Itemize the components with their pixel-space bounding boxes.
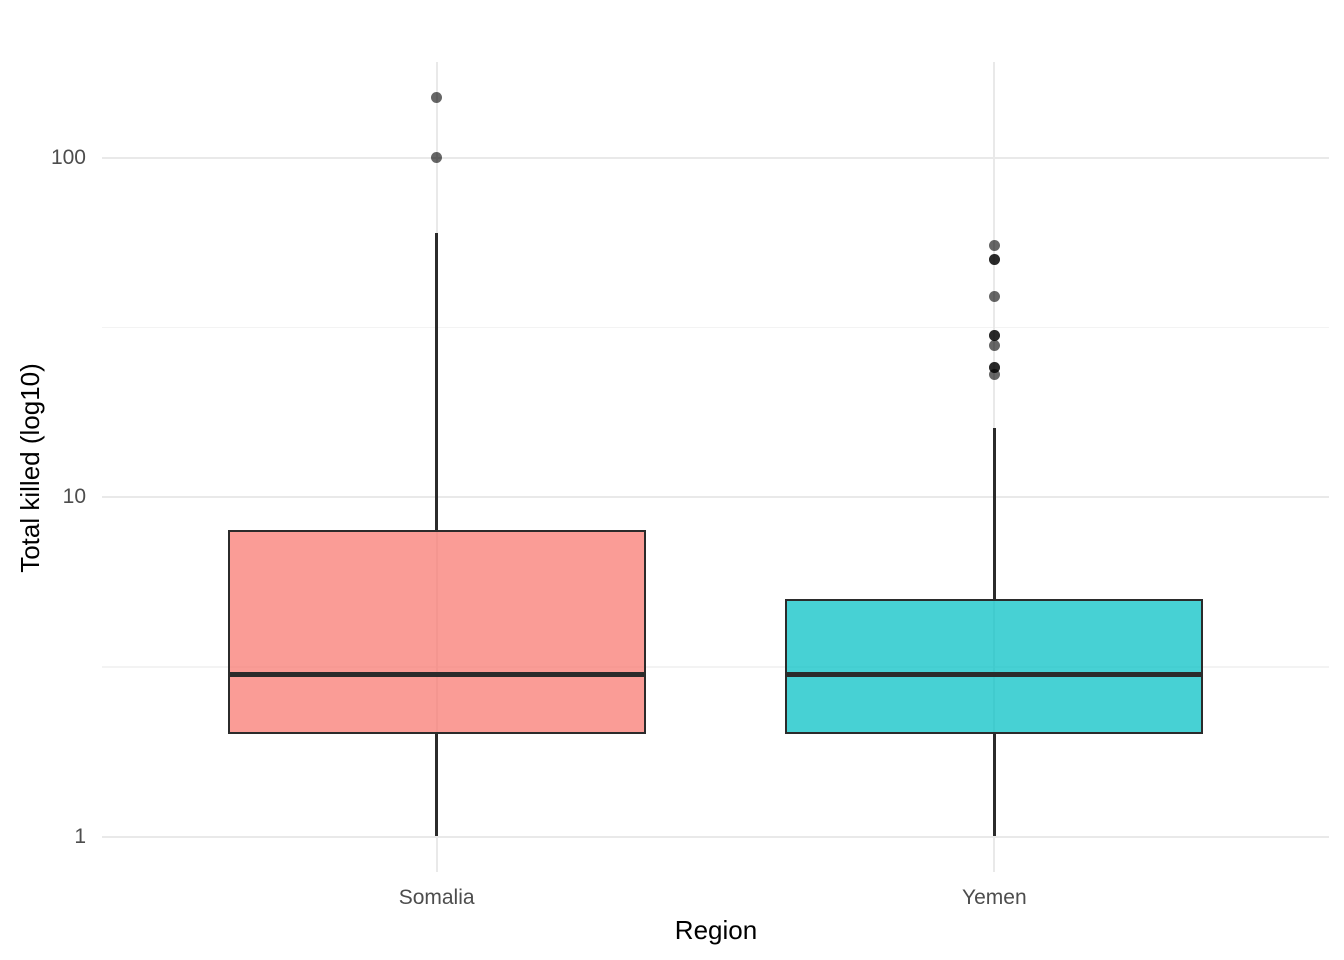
whisker-lower-yemen bbox=[993, 734, 996, 837]
whisker-upper-somalia bbox=[435, 232, 438, 530]
outlier-point-somalia bbox=[431, 152, 443, 163]
x-category-label-yemen: Yemen bbox=[962, 886, 1027, 909]
gridline-minor-y bbox=[102, 666, 1329, 668]
outlier-point-yemen bbox=[988, 254, 1000, 266]
whisker-upper-yemen bbox=[993, 427, 996, 600]
y-tick-label: 100 bbox=[50, 145, 86, 169]
outlier-point-yemen bbox=[988, 368, 1000, 380]
box-somalia bbox=[227, 529, 646, 735]
x-axis-title: Region bbox=[674, 915, 758, 945]
outlier-point-yemen bbox=[988, 290, 1000, 302]
y-tick-label: 1 bbox=[74, 824, 86, 848]
outlier-point-yemen bbox=[988, 339, 1000, 351]
box-yemen bbox=[785, 599, 1204, 735]
outlier-point-yemen bbox=[988, 240, 1000, 252]
y-axis-title: Total killed (log10) bbox=[15, 363, 45, 573]
x-category-label-somalia: Somalia bbox=[398, 886, 475, 909]
gridline-major-y-10 bbox=[102, 496, 1329, 498]
outlier-point-somalia bbox=[431, 92, 443, 104]
whisker-lower-somalia bbox=[435, 734, 438, 837]
y-tick-label: 10 bbox=[62, 485, 86, 508]
median-yemen bbox=[785, 672, 1204, 678]
outlier-point-yemen bbox=[988, 362, 1000, 374]
outlier-point-yemen bbox=[988, 329, 1000, 341]
gridline-major-y-1 bbox=[102, 835, 1329, 838]
gridline-major-y-100 bbox=[102, 156, 1329, 159]
gridline-minor-y bbox=[102, 326, 1329, 328]
median-somalia bbox=[227, 672, 646, 678]
